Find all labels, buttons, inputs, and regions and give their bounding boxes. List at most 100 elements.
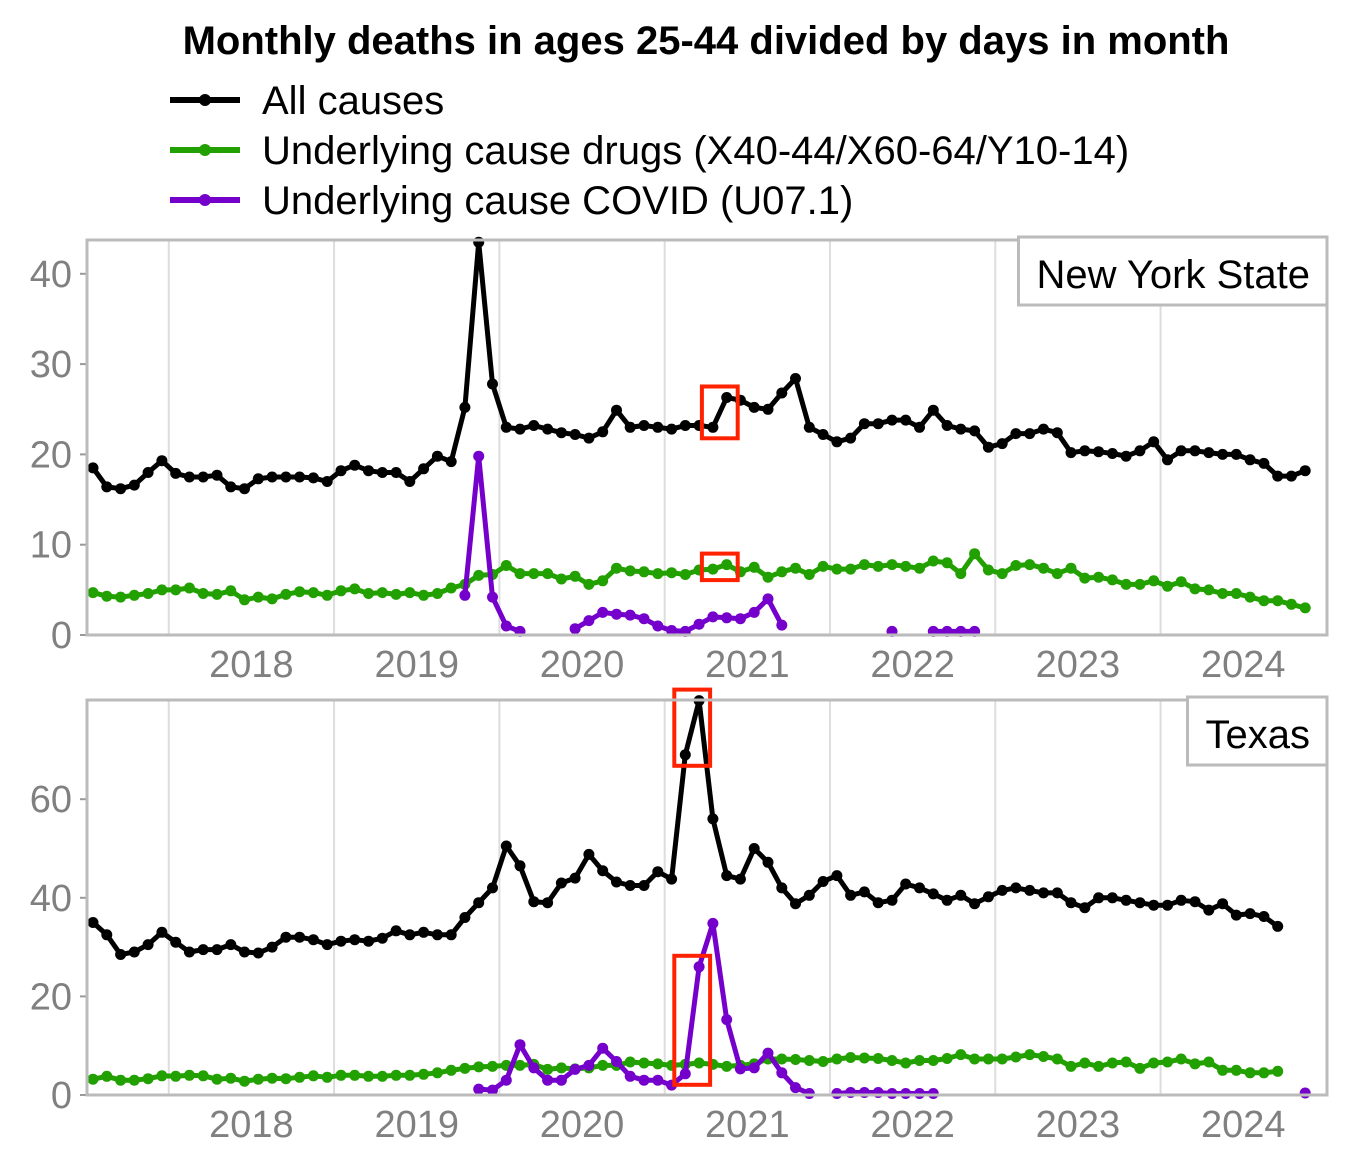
p0-highlight-box-1	[699, 551, 740, 583]
p1-drugs-point-23	[404, 1069, 416, 1081]
p0-all-point-58	[886, 414, 898, 426]
p0-all-point-26	[445, 456, 457, 468]
p1-all-point-57	[872, 897, 884, 909]
p1-y-tick-20: 20	[30, 976, 72, 1018]
p1-highlight-box-0	[672, 687, 713, 768]
p1-drugs-point-61	[927, 1055, 939, 1066]
p0-covid-line-1	[572, 596, 785, 634]
p1-all-point-6	[170, 936, 182, 948]
p0-series-drugs	[87, 548, 1311, 614]
p0-y-tick-10: 10	[30, 525, 72, 567]
p1-all-point-32	[528, 896, 540, 908]
p1-covid-point-40	[638, 1074, 650, 1086]
p1-all-point-25	[431, 929, 443, 941]
p0-all-point-52	[803, 421, 815, 433]
p0-all-point-76	[1134, 445, 1146, 457]
legend-label-all: All causes	[262, 79, 444, 123]
p0-drugs-point-70	[1051, 568, 1063, 580]
p0-drugs-point-40	[638, 566, 650, 578]
p1-all-point-22	[390, 925, 402, 937]
p0-all-point-15	[294, 471, 306, 483]
p1-x-tick-2019: 2019	[374, 1104, 459, 1146]
p1-all-point-31	[514, 860, 526, 872]
p1-all-point-36	[583, 848, 595, 860]
p1-covid-point-38	[611, 1056, 622, 1067]
p1-drugs-point-29	[487, 1060, 498, 1072]
p1-drugs-point-79	[1175, 1053, 1187, 1065]
p0-covid-point-47	[734, 613, 746, 625]
p0-drugs-point-69	[1038, 562, 1049, 574]
p1-drugs-point-60	[914, 1055, 925, 1066]
p1-drugs-point-19	[349, 1069, 361, 1081]
p1-all-point-52	[803, 889, 815, 901]
p1-drugs-point-20	[363, 1070, 374, 1082]
p0-drugs-point-63	[955, 568, 967, 580]
p1-all-point-62	[941, 894, 953, 906]
p1-drugs-point-11	[239, 1075, 250, 1087]
p1-covid-point-33	[542, 1074, 554, 1086]
p0-all-point-31	[514, 423, 526, 435]
p0-all-point-48	[748, 401, 760, 413]
p0-all-point-24	[418, 463, 430, 475]
p1-drugs-point-70	[1051, 1053, 1063, 1065]
p1-all-point-23	[404, 929, 416, 941]
p1-all-point-17	[321, 939, 333, 951]
p0-all-point-40	[638, 420, 650, 431]
p0-drugs-point-24	[418, 589, 430, 601]
p1-all-point-27	[459, 912, 471, 923]
p0-all-point-27	[459, 401, 471, 413]
p0-drugs-point-55	[845, 563, 857, 575]
p1-drugs-point-74	[1106, 1057, 1118, 1069]
p0-drugs-point-76	[1134, 578, 1146, 590]
p1-all-point-75	[1120, 894, 1132, 906]
p1-all-point-28	[473, 897, 485, 909]
p1-drugs-point-21	[376, 1070, 388, 1082]
p0-drugs-point-23	[404, 587, 416, 599]
p0-all-point-22	[390, 467, 402, 478]
p1-all-point-41	[652, 866, 664, 878]
p1-all-point-77	[1148, 899, 1160, 911]
p1-drugs-point-44	[693, 1057, 705, 1069]
p1-drugs-point-62	[941, 1053, 953, 1064]
p1-all-point-8	[197, 944, 209, 956]
p0-all-point-62	[941, 420, 953, 431]
p1-covid-point-51	[790, 1082, 801, 1094]
p0-all-point-67	[1010, 428, 1022, 440]
p1-all-point-65	[982, 891, 994, 903]
p1-all-point-3	[128, 946, 140, 958]
p1-all-point-11	[239, 946, 250, 958]
p0-all-point-65	[982, 441, 994, 453]
p0-all-point-29	[487, 378, 498, 390]
p0-drugs-point-13	[266, 593, 278, 605]
p1-panel-label-box	[1186, 695, 1329, 767]
p1-covid-point-41	[652, 1074, 664, 1086]
p0-all-point-49	[762, 403, 774, 415]
p1-all-point-0	[87, 917, 99, 928]
p1-drugs-point-13	[266, 1072, 278, 1084]
p0-all-point-18	[335, 465, 347, 477]
p0-x-tick-2022: 2022	[870, 644, 955, 686]
panel-texas: 2018 2019 2020 2021 2022 2023 2024 0 20 40 60 Texas	[30, 687, 1329, 1146]
p1-x-tick-2020: 2020	[540, 1104, 625, 1146]
p1-drugs-point-65	[982, 1053, 994, 1065]
p0-drugs-point-35	[569, 570, 581, 582]
p1-y-tick-0: 0	[51, 1075, 72, 1117]
p0-drugs-point-31	[514, 568, 526, 580]
p0-all-point-50	[776, 387, 788, 399]
p0-all-point-39	[624, 421, 636, 433]
p1-x-tick-2021: 2021	[705, 1104, 790, 1146]
p1-drugs-point-83	[1230, 1064, 1242, 1076]
p0-all-point-45	[707, 421, 719, 433]
p1-all-point-82	[1217, 898, 1229, 910]
p0-drugs-point-18	[335, 585, 347, 597]
p1-all-point-70	[1051, 887, 1063, 899]
p0-drugs-point-5	[156, 584, 168, 596]
chart-title: Monthly deaths in ages 25-44 divided by …	[183, 19, 1230, 63]
p0-all-point-84	[1244, 454, 1256, 466]
p1-covid-point-46	[721, 1014, 733, 1026]
p0-drugs-point-85	[1258, 595, 1270, 607]
p1-drugs-point-57	[872, 1053, 884, 1064]
p0-drugs-point-74	[1106, 574, 1118, 586]
p0-drugs-point-80	[1189, 583, 1201, 595]
p0-covid-point-40	[638, 613, 650, 625]
